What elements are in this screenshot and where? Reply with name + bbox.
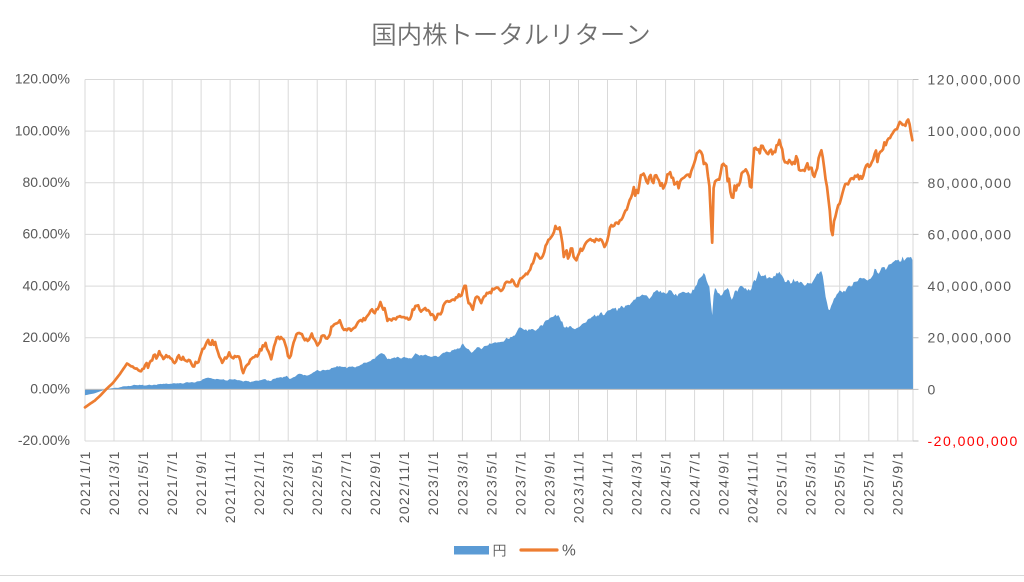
svg-text:2024/1/1: 2024/1/1	[599, 450, 615, 515]
svg-text:2025/9/1: 2025/9/1	[890, 450, 906, 515]
svg-text:100.00%: 100.00%	[15, 122, 70, 138]
svg-text:20.00%: 20.00%	[23, 329, 70, 345]
svg-text:2021/3/1: 2021/3/1	[106, 450, 122, 515]
svg-text:20,000,000: 20,000,000	[928, 330, 1013, 346]
svg-text:2025/1/1: 2025/1/1	[774, 450, 790, 515]
svg-text:2021/9/1: 2021/9/1	[193, 450, 209, 515]
svg-text:2022/3/1: 2022/3/1	[280, 450, 296, 515]
svg-text:2022/1/1: 2022/1/1	[251, 450, 267, 515]
svg-text:2022/7/1: 2022/7/1	[338, 450, 354, 515]
svg-text:2024/11/1: 2024/11/1	[745, 450, 761, 523]
svg-text:2021/11/1: 2021/11/1	[222, 450, 238, 523]
svg-text:0: 0	[928, 381, 937, 397]
svg-text:-20.00%: -20.00%	[18, 432, 70, 448]
svg-text:2023/7/1: 2023/7/1	[512, 450, 528, 515]
svg-text:120.00%: 120.00%	[15, 71, 70, 87]
svg-text:2025/7/1: 2025/7/1	[861, 450, 877, 515]
svg-text:2023/1/1: 2023/1/1	[425, 450, 441, 515]
svg-text:2025/5/1: 2025/5/1	[832, 450, 848, 515]
svg-text:2025/3/1: 2025/3/1	[803, 450, 819, 515]
svg-text:2024/3/1: 2024/3/1	[628, 450, 644, 515]
svg-text:2024/5/1: 2024/5/1	[658, 450, 674, 515]
svg-text:2022/5/1: 2022/5/1	[309, 450, 325, 515]
svg-text:2023/3/1: 2023/3/1	[454, 450, 470, 515]
svg-text:2022/9/1: 2022/9/1	[367, 450, 383, 515]
svg-text:0.00%: 0.00%	[30, 381, 70, 397]
svg-text:-20,000,000: -20,000,000	[928, 433, 1019, 449]
svg-text:2021/7/1: 2021/7/1	[164, 450, 180, 515]
svg-text:120,000,000: 120,000,000	[928, 72, 1022, 88]
svg-text:2021/1/1: 2021/1/1	[77, 450, 93, 515]
svg-text:80.00%: 80.00%	[23, 174, 70, 190]
svg-text:2024/7/1: 2024/7/1	[687, 450, 703, 515]
svg-text:80,000,000: 80,000,000	[928, 175, 1013, 191]
svg-text:60.00%: 60.00%	[23, 226, 70, 242]
svg-text:2024/9/1: 2024/9/1	[716, 450, 732, 515]
svg-text:60,000,000: 60,000,000	[928, 226, 1013, 242]
svg-text:2023/5/1: 2023/5/1	[483, 450, 499, 515]
svg-text:2023/11/1: 2023/11/1	[570, 450, 586, 523]
svg-text:%: %	[562, 543, 576, 560]
svg-text:2022/11/1: 2022/11/1	[396, 450, 412, 523]
svg-text:40,000,000: 40,000,000	[928, 278, 1013, 294]
svg-text:2021/5/1: 2021/5/1	[135, 450, 151, 515]
svg-text:40.00%: 40.00%	[23, 277, 70, 293]
svg-text:2023/9/1: 2023/9/1	[541, 450, 557, 515]
svg-text:100,000,000: 100,000,000	[928, 123, 1022, 139]
